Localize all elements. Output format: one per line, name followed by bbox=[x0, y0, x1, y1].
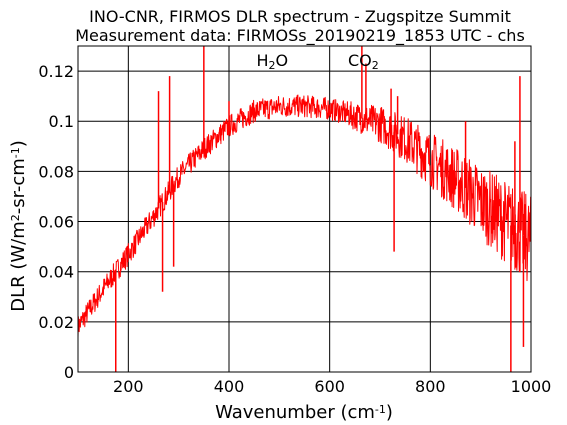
y-tick-label: 0.02 bbox=[38, 313, 74, 332]
label-part: 2 bbox=[372, 59, 379, 72]
plot-frame bbox=[77, 45, 532, 373]
label-part: ) bbox=[386, 402, 393, 423]
y-tick-label: 0.04 bbox=[38, 263, 74, 282]
label-part: CO bbox=[348, 51, 372, 70]
label-part: DLR (W/m bbox=[8, 221, 29, 312]
chart-title: INO-CNR, FIRMOS DLR spectrum - Zugspitze… bbox=[89, 7, 511, 26]
y-tick-label: 0.08 bbox=[38, 162, 74, 181]
x-tick-label: 600 bbox=[314, 377, 345, 396]
label-part: -sr-cm bbox=[8, 158, 29, 214]
y-tick-label: 0 bbox=[64, 363, 74, 382]
spectrum-line bbox=[77, 94, 532, 339]
annotation-label: H2O bbox=[256, 51, 288, 72]
y-tick-label: 0.12 bbox=[38, 62, 74, 81]
y-axis-label: DLR (W/m2-sr-cm-1) bbox=[8, 140, 29, 312]
chart-subtitle: Measurement data: FIRMOSs_20190219_1853 … bbox=[75, 26, 525, 46]
label-part: 2 bbox=[9, 214, 22, 221]
y-tick-label: 0.1 bbox=[49, 112, 74, 131]
label-part: -1 bbox=[375, 403, 386, 416]
axis-ticks: 200 400 600 800 1000 0 0.02 0.04 0.06 0.08 0.1 0.12 bbox=[38, 62, 551, 396]
label-part: H bbox=[256, 51, 268, 70]
label-part: 2 bbox=[269, 59, 276, 72]
annotations: H2O CO2 bbox=[256, 51, 378, 72]
annotation-label: CO2 bbox=[348, 51, 379, 72]
x-tick-label: 200 bbox=[113, 377, 144, 396]
x-tick-label: 1000 bbox=[511, 377, 552, 396]
spectrum-series bbox=[77, 46, 532, 372]
label-part: -1 bbox=[9, 147, 22, 158]
label-part: Wavenumber (cm bbox=[215, 402, 375, 423]
x-axis-label: Wavenumber (cm-1) bbox=[215, 402, 393, 423]
x-tick-label: 800 bbox=[415, 377, 446, 396]
label-part: O bbox=[276, 51, 289, 70]
y-tick-label: 0.06 bbox=[38, 213, 74, 232]
label-part: ) bbox=[8, 140, 29, 147]
x-tick-label: 400 bbox=[214, 377, 245, 396]
